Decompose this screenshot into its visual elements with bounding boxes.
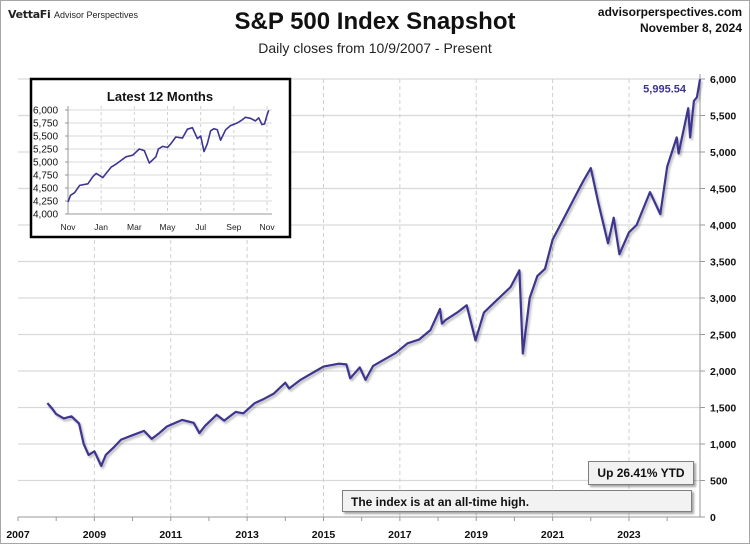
chart-title: S&P 500 Index Snapshot [234, 8, 516, 35]
x-tick-label: 2015 [312, 529, 336, 541]
all-time-high-note: The index is at an all-time high. [342, 490, 692, 512]
x-tick-label: 2011 [159, 529, 182, 541]
main-series-line [46, 79, 702, 467]
inset-x-tick-label: Mar [127, 222, 142, 232]
inset-chart: Latest 12 Months 4,000 4,250 4,500 4,750 5,0… [29, 77, 292, 239]
x-tick-label: 2021 [541, 529, 565, 541]
inset-series-line [67, 109, 270, 203]
y-tick-label: 2,500 [710, 330, 736, 342]
y-tick-label: 5,000 [710, 147, 736, 159]
inset-y-tick-label: 4,500 [33, 184, 58, 195]
y-tick-label: 500 [710, 476, 728, 488]
inset-y-tick-label: 4,750 [33, 171, 58, 182]
inset-y-tick-label: 6,000 [33, 106, 58, 117]
inset-x-tick-label: Nov [60, 222, 76, 232]
inset-border [29, 77, 292, 239]
x-tick-label: 2017 [388, 529, 412, 541]
inset-x-tick-label: Sep [226, 222, 241, 232]
ytd-badge: Up 26.41% YTD [588, 461, 694, 485]
chart-subtitle: Daily closes from 10/9/2007 - Present [258, 40, 492, 56]
inset-y-tick-label: 4,000 [33, 210, 58, 221]
y-tick-label: 0 [710, 512, 716, 524]
inset-series [67, 109, 270, 203]
main-series [46, 79, 702, 467]
y-tick-label: 3,000 [710, 293, 736, 305]
y-tick-label: 2,000 [710, 366, 736, 378]
inset-x-tick-label: May [159, 222, 176, 232]
x-tick-label: 2023 [617, 529, 641, 541]
y-tick-label: 1,500 [710, 403, 736, 415]
x-tick-label: 2009 [83, 529, 107, 541]
inset-x-tick-label: Jul [195, 222, 206, 232]
y-tick-label: 4,000 [710, 220, 736, 232]
y-tick-label: 3,500 [710, 257, 736, 269]
inset-axes: 4,000 4,250 4,500 4,750 5,000 5,250 5,500 5,750… [33, 106, 275, 233]
x-tick-label: 2019 [465, 529, 489, 541]
inset-x-tick-label: Nov [259, 222, 275, 232]
inset-y-tick-label: 5,000 [33, 158, 58, 169]
vettafi-logo: VettaFi [8, 8, 51, 21]
inset-y-tick-label: 4,250 [33, 197, 58, 208]
date-label: November 8, 2024 [639, 21, 742, 35]
inset-y-tick-label: 5,250 [33, 145, 58, 156]
y-tick-label: 4,500 [710, 184, 736, 196]
inset-title: Latest 12 Months [107, 89, 213, 104]
inset-y-tick-label: 5,750 [33, 119, 58, 130]
x-tick-label: 2013 [235, 529, 259, 541]
last-value-label: 5,995.54 [643, 83, 687, 95]
logo-subtitle: Advisor Perspectives [54, 10, 139, 20]
main-axes: 05001,0001,5002,0002,5003,0003,5004,0004… [6, 74, 736, 541]
y-tick-label: 5,500 [710, 111, 736, 123]
y-tick-label: 6,000 [710, 74, 736, 86]
website-label: advisorperspectives.com [597, 5, 742, 19]
site-info: advisorperspectives.com November 8, 2024 [598, 4, 742, 36]
inset-y-tick-label: 5,500 [33, 132, 58, 143]
x-tick-label: 2007 [6, 529, 30, 541]
inset-x-tick-label: Jan [94, 222, 108, 232]
y-tick-label: 1,000 [710, 439, 736, 451]
